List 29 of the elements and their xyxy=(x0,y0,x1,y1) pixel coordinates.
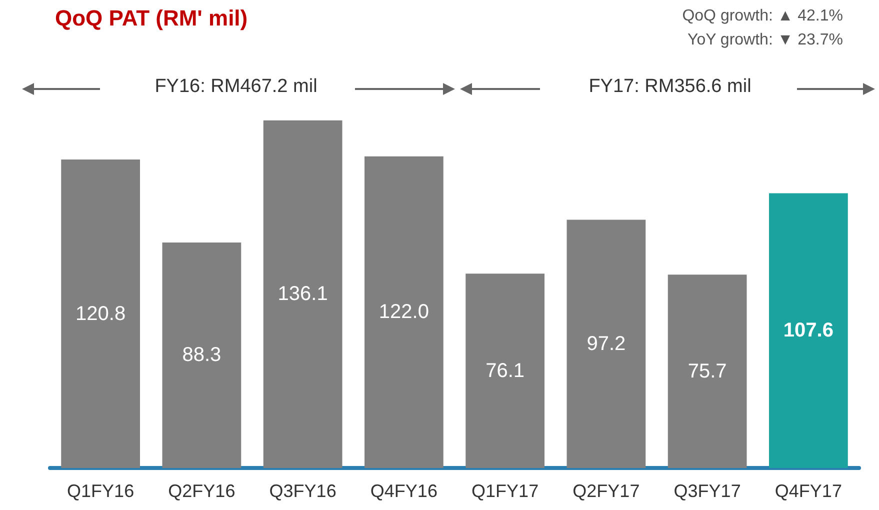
x-tick-label: Q2FY17 xyxy=(572,481,640,501)
text: FY17: RM356.6 mil xyxy=(588,76,752,97)
bar xyxy=(769,193,848,468)
text: QoQ growth: ▲ 42.1% xyxy=(682,8,843,24)
data-label: 75.7 xyxy=(688,360,727,382)
data-label: 76.1 xyxy=(486,360,525,382)
bar xyxy=(668,274,747,468)
x-tick-label: Q1FY16 xyxy=(67,481,134,501)
x-tick-label: Q3FY17 xyxy=(674,481,741,501)
x-tick-label: Q2FY16 xyxy=(168,481,236,501)
data-label: 122.0 xyxy=(378,301,429,324)
bar xyxy=(162,242,242,468)
bar xyxy=(61,160,140,468)
bar xyxy=(364,156,444,468)
data-label: 97.2 xyxy=(586,332,626,355)
chart-title: QoQ PAT (RM' mil) xyxy=(55,6,248,30)
data-label: 120.8 xyxy=(76,302,126,325)
bar xyxy=(466,274,544,468)
x-tick-label: Q1FY17 xyxy=(472,481,539,501)
x-tick-label: Q3FY16 xyxy=(269,481,336,501)
text: YoY growth: ▼ 23.7% xyxy=(688,32,843,48)
x-tick-label: Q4FY17 xyxy=(774,481,842,501)
data-label: 88.3 xyxy=(182,344,222,366)
data-label: 107.6 xyxy=(783,320,834,342)
data-label: 136.1 xyxy=(278,283,328,306)
bar xyxy=(566,220,646,468)
text: FY16: RM467.2 mil xyxy=(154,76,318,97)
bar xyxy=(263,120,342,468)
x-tick-label: Q4FY16 xyxy=(370,481,438,501)
